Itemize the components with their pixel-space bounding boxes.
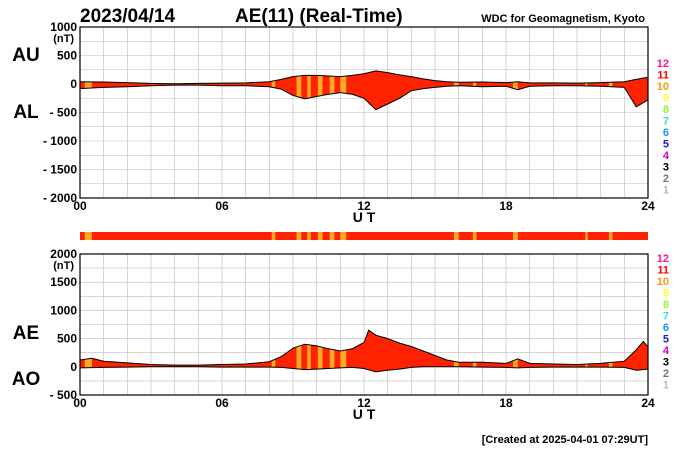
station-highlight-band xyxy=(329,70,335,110)
y-tick-label: 0 xyxy=(70,360,77,374)
y-tick-label: - 1000 xyxy=(43,134,77,148)
x-tick-label: 00 xyxy=(73,396,87,410)
station-count-label: 7 xyxy=(663,116,669,128)
x-tick-label: 24 xyxy=(641,396,655,410)
x-tick-label: 12 xyxy=(357,199,371,213)
au-al-panel: 1000 500 0 - 500 - 1000 - 1500 - 2000 (nT) 00 06 1… xyxy=(12,20,655,225)
x-tick-label: 06 xyxy=(215,199,229,213)
chart-title: AE(11) (Real-Time) xyxy=(235,6,403,27)
station-highlight-band xyxy=(317,330,323,372)
station-highlight-band xyxy=(340,70,347,110)
y-tick-label: - 1500 xyxy=(43,163,77,177)
x-tick-label: 24 xyxy=(641,199,655,213)
index-area-fill xyxy=(80,70,648,110)
station-bar-base xyxy=(80,232,648,240)
station-bar-segment xyxy=(296,232,302,240)
station-bar-segment xyxy=(585,232,588,240)
station-count-label: 9 xyxy=(663,93,669,105)
station-highlight-band xyxy=(307,70,311,110)
y-tick-label: 1000 xyxy=(50,303,77,317)
station-count-label: 10 xyxy=(657,81,669,93)
upper-envelope-line xyxy=(79,329,649,366)
y-axis-unit: (nT) xyxy=(53,260,74,272)
station-count-label: 6 xyxy=(663,127,669,139)
source-label: WDC for Geomagnetism, Kyoto xyxy=(481,13,645,25)
y-tick-label: 2000 xyxy=(50,247,77,261)
y-tick-label: 500 xyxy=(57,49,77,63)
station-count-label: 5 xyxy=(663,334,669,346)
station-highlight-band xyxy=(329,330,335,372)
ae-label: AE xyxy=(13,323,39,344)
station-count-label: 8 xyxy=(663,104,669,116)
station-count-label: 2 xyxy=(663,173,669,185)
plot-frame xyxy=(79,253,649,396)
station-bar-segment xyxy=(84,232,92,240)
station-count-label: 10 xyxy=(657,276,669,288)
station-count-label: 7 xyxy=(663,311,669,323)
x-tick-label: 18 xyxy=(499,199,513,213)
station-bar-segment xyxy=(307,232,311,240)
chart-date: 2023/04/14 xyxy=(80,6,176,27)
x-tick-label: 12 xyxy=(357,396,371,410)
station-highlight-band xyxy=(296,70,302,110)
station-highlight-band xyxy=(317,70,323,110)
station-bar-segment xyxy=(317,232,323,240)
station-count-label: 1 xyxy=(663,185,669,197)
station-count-label: 1 xyxy=(663,380,669,392)
lower-envelope-line xyxy=(79,366,649,373)
created-timestamp: [Created at 2025-04-01 07:29UT] xyxy=(482,434,649,446)
station-bar-segment xyxy=(340,232,347,240)
ao-label: AO xyxy=(12,369,41,390)
station-count-label: 3 xyxy=(663,162,669,174)
x-tick-label: 06 xyxy=(215,396,229,410)
station-count-label: 2 xyxy=(663,368,669,380)
y-tick-label: - 2000 xyxy=(43,191,77,205)
station-count-bar xyxy=(80,232,648,240)
station-bar-segment xyxy=(453,232,459,240)
station-bar-segment xyxy=(608,232,613,240)
station-bar-segment xyxy=(271,232,276,240)
station-bar-segment xyxy=(329,232,335,240)
y-tick-label: 0 xyxy=(70,77,77,91)
station-highlight-band xyxy=(296,330,302,372)
station-highlight-band xyxy=(307,330,311,372)
y-tick-label: 1000 xyxy=(50,20,77,34)
y-tick-label: - 500 xyxy=(50,106,78,120)
x-tick-label: 18 xyxy=(499,396,513,410)
ae-ao-panel: 2000 1500 1000 500 0 - 500 (nT) 00 06 12 18 24 U T AE… xyxy=(12,247,655,422)
station-count-label: 4 xyxy=(663,345,670,357)
station-count-label: 9 xyxy=(663,288,669,300)
station-count-label: 11 xyxy=(657,265,669,277)
x-axis-label: U T xyxy=(353,406,376,422)
station-count-label: 3 xyxy=(663,357,669,369)
upper-envelope-line xyxy=(79,70,649,85)
station-count-label: 5 xyxy=(663,139,669,151)
y-tick-label: - 500 xyxy=(50,388,78,402)
station-count-label: 6 xyxy=(663,322,669,334)
x-tick-label: 00 xyxy=(73,199,87,213)
index-area-fill xyxy=(80,330,648,372)
lower-envelope-line xyxy=(79,84,649,111)
x-axis-label: U T xyxy=(353,209,376,225)
station-bar-segment xyxy=(472,232,477,240)
al-label: AL xyxy=(13,102,39,123)
station-count-label: 12 xyxy=(657,253,669,265)
y-axis-unit: (nT) xyxy=(53,33,74,45)
station-count-label: 12 xyxy=(657,58,669,70)
y-tick-label: 500 xyxy=(57,332,77,346)
station-count-label: 4 xyxy=(663,150,670,162)
au-label: AU xyxy=(12,45,39,66)
station-bar-segment xyxy=(513,232,518,240)
station-highlight-band xyxy=(340,330,347,372)
station-count-label: 8 xyxy=(663,299,669,311)
station-count-label: 11 xyxy=(657,70,669,82)
y-tick-label: 1500 xyxy=(50,275,77,289)
plot-frame xyxy=(79,26,649,199)
